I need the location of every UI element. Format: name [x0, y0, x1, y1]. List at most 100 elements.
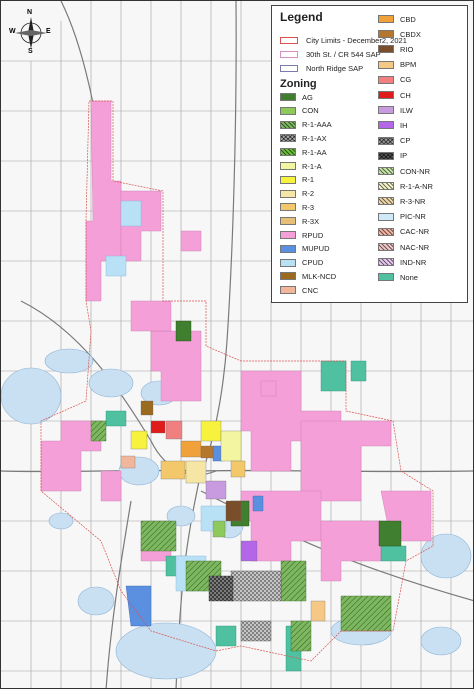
legend-zoning-cbdx: CBDX — [378, 29, 421, 39]
legend-zoning-r-1-ax: R-1-AX — [280, 133, 327, 143]
zoning-crosshatch — [230, 570, 282, 642]
zoning-label: CON-NR — [400, 166, 430, 176]
zoning-swatch — [378, 60, 394, 69]
compass-rose-icon — [15, 17, 47, 49]
zoning-swatch — [280, 286, 296, 295]
zoning-label: MUPUD — [302, 244, 330, 254]
legend-zoning-ch: CH — [378, 90, 411, 100]
legend-zoning-r-2: R-2 — [280, 189, 314, 199]
boundary-label: 30th St. / CR 544 SAP — [306, 50, 381, 59]
legend-zoning-mupud: MUPUD — [280, 244, 330, 254]
zoning-swatch — [378, 182, 394, 191]
legend-zoning-none: None — [378, 272, 418, 282]
zoning-label: IP — [400, 151, 408, 161]
zoning-swatch — [280, 93, 296, 101]
zoning-swatch — [280, 217, 296, 226]
zoning-swatch — [378, 106, 394, 115]
zoning-swatch — [378, 273, 394, 282]
zoning-swatch — [378, 30, 394, 39]
legend-zoning-r-1: R-1 — [280, 175, 314, 185]
zoning-label: R-1-A-NR — [400, 181, 433, 191]
zoning-label: R-3-NR — [400, 196, 426, 206]
zoning-swatch — [378, 243, 394, 251]
zoning-swatch — [378, 121, 394, 130]
legend-zoning-r-1-a: R-1-A — [280, 161, 322, 171]
legend-zoning-ih: IH — [378, 120, 408, 130]
legend-zoning-pic-nr: PIC-NR — [378, 212, 426, 222]
legend-title: Legend — [280, 10, 323, 24]
zoning-swatch — [280, 120, 296, 129]
legend-zoning-mlk-ncd: MLK-NCD — [280, 271, 336, 281]
zoning-swatch — [378, 197, 394, 206]
zoning-swatch — [280, 189, 296, 198]
zoning-swatch — [378, 45, 394, 54]
zoning-label: MLK-NCD — [302, 271, 337, 281]
zoning-swatch — [378, 15, 394, 23]
legend-zoning-bpm: BPM — [378, 60, 416, 70]
zoning-label: CP — [400, 136, 411, 146]
legend-zoning-r-3x: R-3X — [280, 216, 319, 226]
legend-zoning-cbd: CBD — [378, 14, 416, 24]
zoning-swatch — [280, 148, 296, 157]
zoning-label: RIO — [400, 44, 414, 54]
zoning-label: AG — [302, 92, 313, 102]
zoning-swatch — [378, 91, 394, 99]
north-ridge-swatch — [280, 65, 298, 72]
zoning-label: CON — [302, 106, 319, 116]
zoning-swatch — [378, 258, 394, 267]
city-limits-outline — [40, 100, 434, 662]
zoning-label: None — [400, 272, 418, 282]
legend-zoning-r-3-nr: R-3-NR — [378, 196, 425, 206]
zoning-swatch — [280, 258, 296, 267]
zoning-label: IND-NR — [400, 257, 427, 267]
zoning-label: R-3 — [302, 202, 315, 212]
zoning-swatch — [280, 162, 296, 170]
legend-panel: Legend City Limits - December2, 2021 30t… — [271, 5, 468, 303]
legend-zoning-cg: CG — [378, 75, 411, 85]
legend-boundary-30th-st: 30th St. / CR 544 SAP — [280, 50, 381, 59]
zoning-label: RPUD — [302, 230, 324, 240]
legend-zoning-rpud: RPUD — [280, 230, 323, 240]
boundary-label: North Ridge SAP — [306, 64, 364, 73]
compass-s: S — [28, 48, 33, 55]
legend-zoning-r-1-aaa: R-1-AAA — [280, 120, 332, 130]
legend-zoning-ip: IP — [378, 151, 407, 161]
zoning-mupud — [125, 445, 264, 627]
zoning-swatch — [378, 227, 394, 236]
zoning-swatch — [280, 203, 296, 212]
zoning-label: CNC — [302, 285, 319, 295]
compass-e: E — [46, 28, 51, 35]
zoning-swatch — [378, 136, 394, 145]
zoning-label: CBD — [400, 14, 416, 24]
north-arrow: N S W E — [9, 9, 51, 55]
legend-zoning-con: CON — [280, 106, 319, 116]
zoning-label: CH — [400, 90, 411, 100]
zoning-ip — [208, 575, 234, 602]
zoning-label: NAC-NR — [400, 242, 430, 252]
zoning-swatch — [280, 134, 296, 143]
zoning-label: CPUD — [302, 258, 324, 268]
zoning-label: CAC-NR — [400, 227, 430, 237]
zoning-swatch — [378, 151, 394, 160]
legend-zoning-cp: CP — [378, 136, 410, 146]
city-limits-swatch — [280, 37, 298, 44]
zoning-label: PIC-NR — [400, 212, 426, 222]
zoning-downtown — [120, 400, 326, 622]
sap-30th-swatch — [280, 51, 298, 58]
zoning-swatch — [280, 106, 296, 115]
legend-zoning-ag: AG — [280, 92, 313, 102]
legend-zoning-cnc: CNC — [280, 285, 318, 295]
zoning-swatch — [280, 175, 296, 184]
legend-zoning-r-1-aa: R-1-AA — [280, 147, 327, 157]
boundary-label: City Limits - December2, 2021 — [306, 36, 407, 45]
legend-zoning-r-3: R-3 — [280, 202, 314, 212]
zoning-label: R-1-A — [302, 161, 322, 171]
zoning-label: CG — [400, 75, 412, 85]
zoning-label: R-2 — [302, 189, 315, 199]
zoning-swatch — [280, 272, 296, 281]
legend-zoning-ind-nr: IND-NR — [378, 257, 426, 267]
compass-w: W — [9, 28, 16, 35]
zoning-swatch — [280, 244, 296, 253]
